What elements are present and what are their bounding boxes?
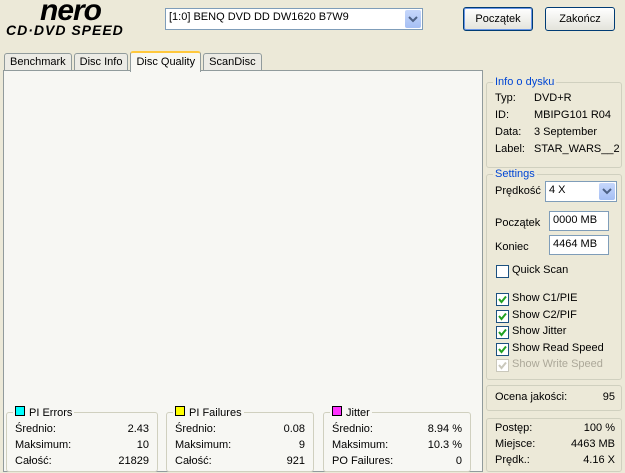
logo-top: nero xyxy=(40,0,102,27)
info-value: STAR_WARS__2 xyxy=(534,143,620,155)
quality-value: 95 xyxy=(602,391,615,403)
check-mark xyxy=(498,295,507,304)
check-mark xyxy=(498,312,507,321)
info-label: Data: xyxy=(495,126,522,138)
quality-label: Ocena jakości: xyxy=(495,391,568,403)
stats-group: PI Failures Średnio: 0.08 Maksimum: 9 Całość:… xyxy=(166,406,314,472)
progress-value: 4.16 X xyxy=(583,454,615,466)
stat-value: 21829 xyxy=(118,455,149,467)
stats-group: PI Errors Średnio: 2.43 Maksimum: 10 Całość: 2… xyxy=(6,406,158,472)
checkbox[interactable] xyxy=(496,293,509,306)
progress-value: 4463 MB xyxy=(570,438,615,450)
tab-bar: Benchmark Disc Info Disc Quality ScanDisc xyxy=(4,50,262,72)
info-value: 3 September xyxy=(534,126,597,138)
stat-label: Całość: xyxy=(175,455,212,467)
stat-label: Maksimum: xyxy=(175,439,232,451)
arrow-icon xyxy=(408,16,418,23)
group-title: PI Errors xyxy=(13,406,75,419)
info-label: Label: xyxy=(495,143,525,155)
dropdown-arrow[interactable] xyxy=(599,183,615,200)
checkbox[interactable] xyxy=(496,265,509,278)
legend-swatch xyxy=(332,406,342,416)
group-title: Settings xyxy=(493,168,537,180)
legend-swatch xyxy=(15,406,25,416)
group-title: PI Failures xyxy=(173,406,244,419)
drive-select[interactable]: [1:0] BENQ DVD DD DW1620 B7W9 xyxy=(165,8,423,30)
progress-label: Miejsce: xyxy=(495,438,536,450)
stat-label: Maksimum: xyxy=(332,439,389,451)
stat-value: 10 xyxy=(136,439,149,451)
checkbox-label[interactable]: Show Read Speed xyxy=(512,341,604,354)
stat-value: 10.3 % xyxy=(427,439,462,451)
stat-label: Maksimum: xyxy=(15,439,72,451)
progress-label: Prędk.: xyxy=(495,454,530,466)
checkbox[interactable] xyxy=(496,342,509,356)
tab[interactable]: Disc Quality xyxy=(130,51,202,72)
check-mark xyxy=(498,328,507,337)
legend-label: Jitter xyxy=(346,407,370,419)
checkbox-label[interactable]: Quick Scan xyxy=(512,264,569,276)
tab-panel xyxy=(3,70,483,472)
check-mark xyxy=(498,345,507,354)
stat-value: 2.43 xyxy=(127,423,149,435)
progress-label: Postęp: xyxy=(495,422,533,434)
legend-label: PI Errors xyxy=(29,407,73,419)
legend-label: PI Failures xyxy=(189,407,242,419)
speed-label: Prędkość xyxy=(495,185,541,197)
exit-button[interactable]: Zakończ xyxy=(545,7,615,31)
checkbox-label[interactable]: Show Jitter xyxy=(512,325,567,337)
disc-info-group: Info o dysku Typ: DVD+R ID: MBIPG101 R04 Data… xyxy=(486,76,622,168)
drive-text: [1:0] BENQ DVD DD DW1620 B7W9 xyxy=(169,11,349,23)
speed-select[interactable]: 4 X xyxy=(545,181,617,202)
checkbox-label: Show Write Speed xyxy=(512,358,603,370)
start-value: 0000 MB xyxy=(553,214,598,226)
checkbox-label[interactable]: Show C1/PIE xyxy=(512,292,578,304)
check-mark xyxy=(498,361,507,370)
end-label: Koniec xyxy=(495,241,529,253)
end-value: 4464 MB xyxy=(553,238,598,250)
info-label: Typ: xyxy=(495,92,516,104)
checkbox-label[interactable]: Show C2/PIF xyxy=(512,308,577,321)
stat-label: Średnio: xyxy=(332,423,373,435)
stat-label: Całość: xyxy=(15,455,52,467)
end-input[interactable]: 4464 MB xyxy=(549,235,609,255)
info-value: DVD+R xyxy=(534,92,572,104)
checkbox[interactable] xyxy=(496,326,509,339)
stat-value: 0.08 xyxy=(283,423,305,435)
tab[interactable]: Benchmark xyxy=(4,53,72,71)
quality-group: Ocena jakości: 95 xyxy=(486,385,622,411)
stat-value: 8.94 % xyxy=(427,423,462,435)
stat-value: 0 xyxy=(455,455,462,467)
stat-value: 921 xyxy=(286,455,305,467)
start-button[interactable]: Początek xyxy=(463,7,533,31)
checkbox xyxy=(496,359,509,372)
group-title: Info o dysku xyxy=(493,76,557,88)
info-label: ID: xyxy=(495,109,510,121)
tab[interactable]: ScanDisc xyxy=(203,53,262,71)
group-title: Jitter xyxy=(330,406,372,419)
stat-label: Średnio: xyxy=(15,423,56,435)
tab[interactable]: Disc Info xyxy=(73,53,129,71)
arrow-icon xyxy=(602,188,612,195)
settings-group: Settings Prędkość 4 X Początek 0000 MB Koniec… xyxy=(486,168,622,380)
stat-label: Średnio: xyxy=(175,423,216,435)
progress-group: Postęp: 100 % Miejsce: 4463 MB Prędk.: 4.16 X xyxy=(486,418,622,472)
start-label: Początek xyxy=(495,217,541,229)
legend-swatch xyxy=(175,406,185,416)
dropdown-arrow[interactable] xyxy=(405,10,421,28)
speed-value: 4 X xyxy=(549,184,566,196)
start-input[interactable]: 0000 MB xyxy=(549,211,609,231)
checkbox[interactable] xyxy=(496,309,509,323)
logo-bottom: CD·DVD SPEED xyxy=(6,22,124,38)
stat-value: 9 xyxy=(298,439,305,451)
progress-value: 100 % xyxy=(583,422,615,434)
stat-label: PO Failures: xyxy=(332,455,394,467)
info-value: MBIPG101 R04 xyxy=(534,109,612,121)
stats-group: Jitter Średnio: 8.94 % Maksimum: 10.3 % PO Fa… xyxy=(323,406,471,472)
